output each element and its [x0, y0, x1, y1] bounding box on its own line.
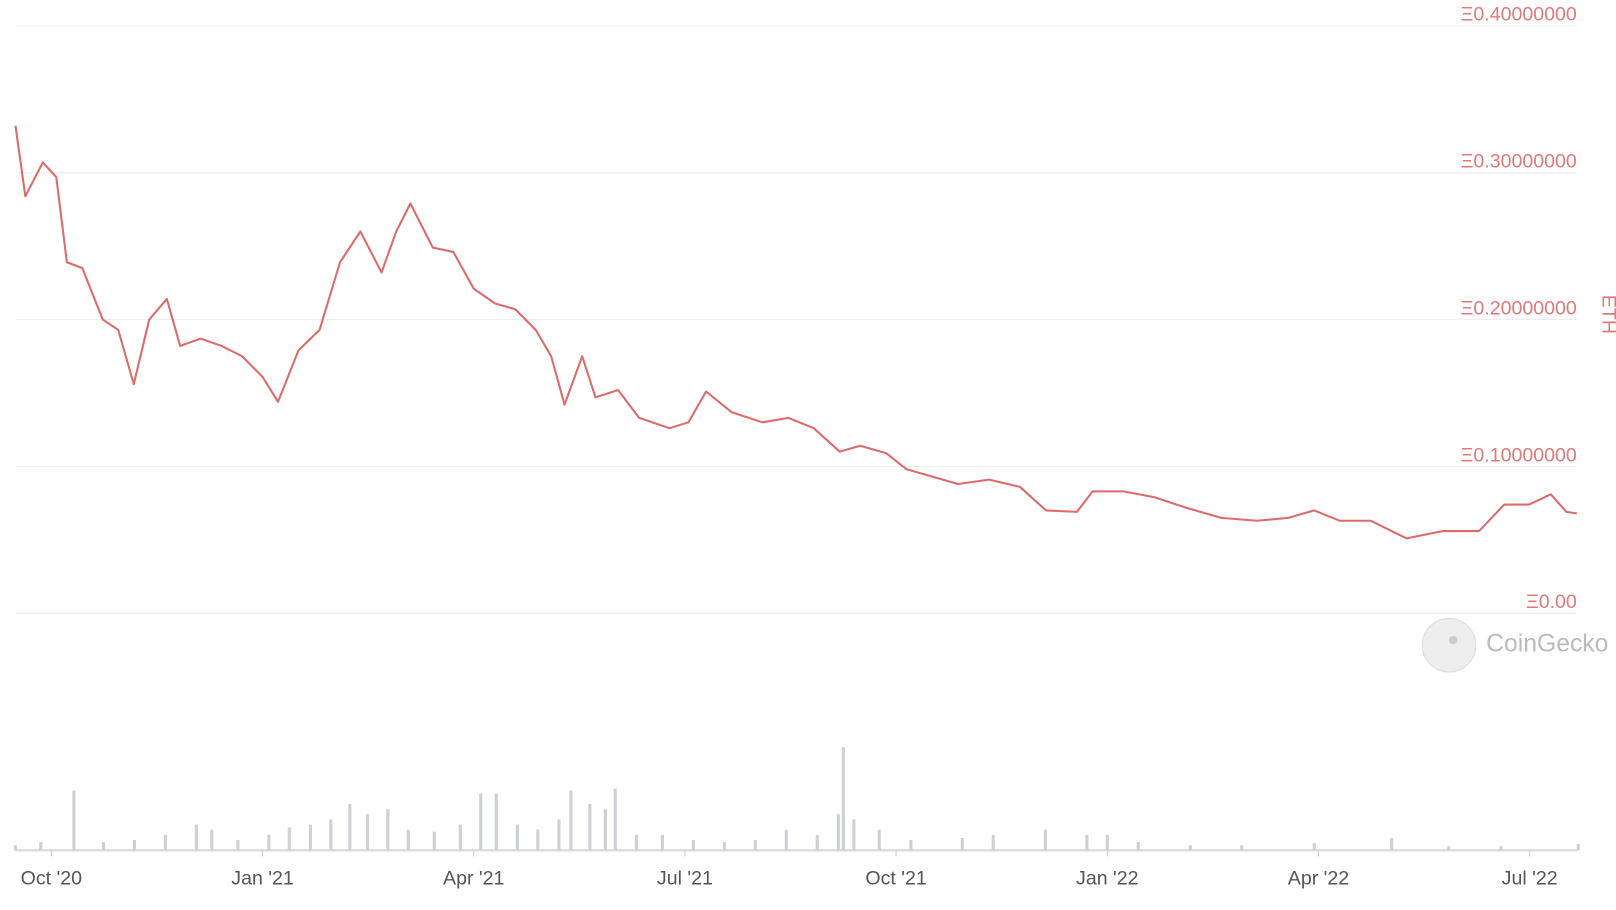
volume-bar [877, 829, 881, 851]
volume-bar [13, 845, 18, 851]
volume-bar [1447, 846, 1451, 851]
volume-bar [660, 834, 664, 851]
volume-bar [132, 840, 136, 851]
volume-bar [1085, 834, 1089, 851]
volume-bar [458, 824, 462, 851]
volume-bar [308, 824, 312, 851]
watermark-logo [1421, 617, 1477, 673]
volume-bar [569, 790, 573, 851]
volume-bar [1105, 834, 1109, 851]
y-tick-label: Ξ0.20000000 [1461, 297, 1577, 319]
volume-bar [163, 834, 167, 851]
x-tick-label: Oct '21 [865, 867, 926, 889]
volume-bar [722, 842, 726, 851]
volume-bar [210, 829, 214, 851]
y-tick-label: Ξ0.30000000 [1461, 151, 1577, 173]
volume-bar [479, 793, 483, 851]
volume-bar [1390, 837, 1394, 851]
x-tick-label: Apr '22 [1288, 867, 1349, 889]
volume-bar [1499, 846, 1503, 851]
watermark: CoinGecko [1421, 617, 1608, 673]
volume-bar [1188, 845, 1192, 851]
x-tick-label: Jul '22 [1502, 867, 1558, 889]
volume-bar [515, 824, 519, 851]
x-tick-label: Oct '20 [21, 867, 83, 889]
volume-bar [557, 819, 561, 851]
x-tick-label: Jan '22 [1076, 867, 1139, 889]
volume-bar [991, 834, 995, 851]
y-tick-label: Ξ0.00 [1526, 591, 1577, 613]
y-tick-label: Ξ0.40000000 [1461, 4, 1577, 26]
volume-bar [841, 747, 845, 851]
volume-bar [348, 803, 352, 851]
volume-bar [634, 834, 638, 851]
volume-bar [72, 790, 76, 851]
x-tick-label: Apr '21 [443, 867, 504, 889]
volume-bar [836, 814, 840, 851]
volume-bar [406, 829, 410, 851]
volume-bar [329, 819, 333, 851]
volume-bar [691, 840, 695, 851]
watermark-text: CoinGecko [1486, 631, 1608, 658]
volume-bar [753, 840, 757, 851]
volume-bar [386, 809, 390, 851]
volume-bar [1240, 845, 1244, 851]
watermark-eye [1449, 635, 1458, 645]
volume-bar [365, 814, 369, 851]
y-axis-label: ETH [1598, 295, 1616, 334]
volume-bar [613, 788, 617, 851]
volume-bar [536, 829, 540, 851]
volume-bar [960, 837, 964, 851]
volume-bar [909, 840, 913, 851]
volume-bar [39, 842, 43, 851]
x-tick-label: Jan '21 [231, 867, 294, 889]
price-line [14, 125, 1577, 540]
volume-bar [494, 793, 498, 851]
x-tick-label: Jul '21 [657, 867, 713, 889]
volume-bar [1043, 829, 1047, 851]
volume-bar [432, 831, 436, 851]
volume-bar [101, 842, 105, 851]
volume-bar [287, 827, 291, 851]
volume-bar [815, 834, 819, 851]
volume-bar [194, 824, 198, 851]
volume-bar [784, 829, 788, 851]
volume-bar [1312, 843, 1316, 851]
volume-bar [588, 803, 592, 851]
volume-bar [267, 834, 271, 851]
volume-bar [236, 840, 240, 851]
volume-bar [1576, 844, 1580, 851]
volume-bar [852, 819, 856, 851]
volume-bar [603, 809, 607, 851]
y-tick-label: Ξ0.10000000 [1461, 444, 1577, 466]
volume-bar [1136, 842, 1140, 851]
